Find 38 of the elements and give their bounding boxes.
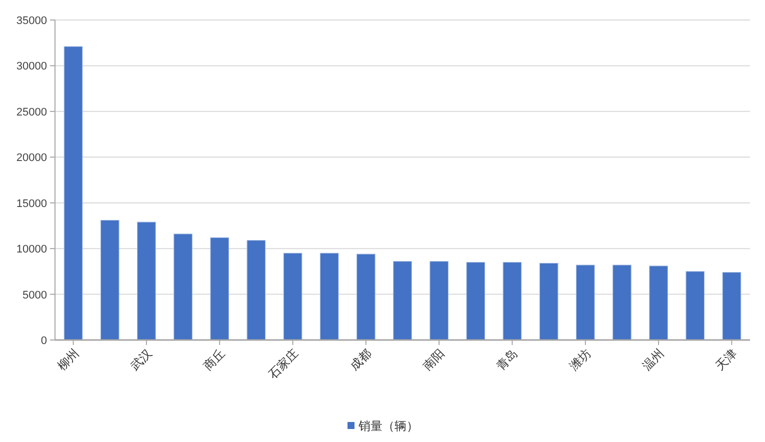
y-tick-label: 20000 <box>16 152 47 164</box>
legend: 销量（辆） <box>348 419 418 433</box>
bar <box>356 254 376 340</box>
bar <box>174 234 192 340</box>
bar <box>137 222 156 340</box>
x-tick-label: 温州 <box>640 346 667 374</box>
y-tick-label: 10000 <box>16 244 47 256</box>
x-tick-label: 天津 <box>712 346 740 374</box>
bar <box>502 262 522 340</box>
bar <box>320 252 339 340</box>
y-tick-label: 25000 <box>16 106 47 118</box>
bar <box>64 46 83 340</box>
bar <box>393 261 412 340</box>
y-tick-label: 35000 <box>16 15 47 27</box>
bar <box>210 237 230 340</box>
bar <box>246 240 266 340</box>
x-tick-label: 柳州 <box>54 346 82 374</box>
bar <box>100 220 120 340</box>
y-tick-label: 30000 <box>16 60 47 73</box>
bar <box>612 264 632 340</box>
x-tick-label: 商丘 <box>200 346 228 374</box>
bar <box>539 262 558 340</box>
x-tick-label: 石家庄 <box>266 346 301 382</box>
x-tick-label: 南阳 <box>420 346 448 374</box>
x-tick-label: 武汉 <box>128 346 155 374</box>
x-tick-label: 成都 <box>347 346 374 374</box>
bar <box>283 252 302 340</box>
bar <box>722 272 742 340</box>
x-tick-label: 潍坊 <box>566 346 594 374</box>
bar <box>466 262 486 340</box>
y-tick-label: 5000 <box>22 289 47 302</box>
bar <box>576 264 595 340</box>
bar <box>430 261 449 340</box>
x-tick-label: 青岛 <box>493 346 520 374</box>
bar <box>649 266 668 340</box>
bar <box>686 271 705 340</box>
y-tick-label: 0 <box>40 335 47 347</box>
y-tick-label: 15000 <box>16 198 47 210</box>
